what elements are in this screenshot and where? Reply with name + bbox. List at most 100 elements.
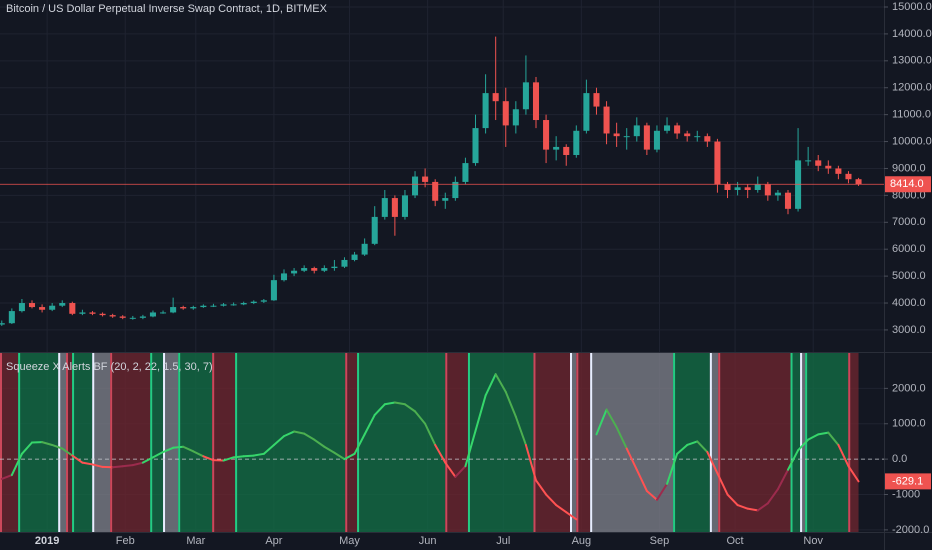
momentum-segment (655, 482, 669, 501)
momentum-segment (313, 438, 326, 448)
momentum-segment (41, 441, 54, 446)
candle-body (301, 268, 308, 271)
zone (709, 353, 719, 532)
zone (357, 353, 446, 532)
candle-body (280, 273, 288, 281)
chart-title: Bitcoin / US Dollar Perpetual Inverse Sw… (6, 3, 328, 15)
momentum-segment (151, 451, 165, 459)
momentum-segment (121, 464, 134, 468)
y-tick-label: 12000.0 (892, 82, 932, 94)
candle-body (674, 125, 681, 134)
candle-body (270, 280, 277, 301)
candle-body (291, 270, 298, 274)
x-tick-label: Nov (803, 535, 823, 547)
candle-body (190, 307, 197, 309)
candle-body (573, 130, 580, 156)
candle-body (69, 303, 76, 314)
y-tick-label: 6000.0 (892, 243, 926, 255)
momentum-segment (555, 504, 568, 514)
zone (110, 353, 151, 532)
zone (66, 353, 73, 532)
momentum-segment (222, 456, 235, 462)
candle-body (381, 198, 388, 217)
momentum-segment (424, 422, 437, 446)
zone (467, 353, 534, 532)
candle-body (563, 146, 570, 156)
candle-body (835, 168, 842, 174)
last-value-box (885, 473, 931, 490)
zone (92, 353, 111, 532)
candle-body (532, 82, 540, 121)
candle-body (59, 303, 66, 306)
momentum-segment (696, 440, 709, 454)
last-value-label: -629.1 (892, 475, 923, 487)
candle-body (442, 198, 449, 201)
candle-body (724, 184, 731, 190)
candle-body (99, 313, 106, 316)
candle-body (49, 305, 56, 310)
candle-body (774, 192, 781, 196)
momentum-segment (192, 450, 205, 458)
momentum-segment (736, 504, 749, 510)
zone (163, 353, 179, 532)
momentum-segment (625, 447, 638, 471)
candle-body (139, 316, 146, 318)
momentum-segment (776, 468, 789, 491)
candle-body (845, 173, 852, 180)
candle-body (180, 307, 187, 309)
momentum-segment (514, 415, 527, 446)
momentum-segment (252, 452, 265, 457)
candle-body (784, 192, 792, 209)
candle-body (391, 198, 398, 217)
momentum-segment (51, 443, 64, 450)
momentum-segment (434, 443, 447, 464)
momentum-segment (504, 390, 517, 418)
zone (0, 353, 19, 532)
zone (570, 353, 577, 532)
y-tick-label: 13000.0 (892, 55, 932, 67)
x-tick-label: 2019 (35, 535, 59, 547)
momentum-segment (91, 463, 104, 468)
momentum-segment (534, 479, 548, 496)
candle-body (149, 312, 156, 317)
marks (0, 36, 884, 521)
candle-body (240, 303, 247, 305)
momentum-segment (262, 443, 275, 455)
candle-body (28, 303, 36, 308)
zone (790, 353, 801, 532)
candle-body (311, 268, 318, 271)
y-tick-label: 1000.0 (892, 418, 926, 430)
candle-body (664, 125, 671, 131)
y-tick-label: 9000.0 (892, 162, 926, 174)
momentum-segment (645, 489, 658, 501)
candle-body (230, 304, 237, 306)
candle-body (129, 317, 136, 319)
momentum-segment (494, 373, 507, 393)
candle-body (361, 243, 368, 255)
candle-body (331, 266, 338, 269)
candle-body (351, 254, 358, 260)
candle-body (633, 125, 640, 137)
momentum-segment (565, 511, 578, 521)
momentum-segment (343, 452, 356, 461)
momentum-segment (716, 472, 729, 496)
momentum-segment (484, 373, 497, 397)
zone (445, 353, 468, 532)
candle-body (603, 106, 610, 134)
momentum-segment (444, 461, 457, 478)
momentum-segment (363, 413, 376, 436)
candle-body (170, 307, 177, 313)
y-tick-label: 15000.0 (892, 1, 932, 13)
candle-body (492, 93, 499, 102)
momentum-segment (807, 433, 820, 441)
candle-body (412, 176, 419, 196)
momentum-segment (666, 452, 679, 485)
zone (718, 353, 791, 532)
x-tick-label: Jul (496, 535, 510, 547)
candle-body (502, 101, 509, 126)
momentum-segment (162, 446, 175, 454)
x-tick-label: Feb (116, 535, 135, 547)
momentum-segment (0, 474, 13, 480)
